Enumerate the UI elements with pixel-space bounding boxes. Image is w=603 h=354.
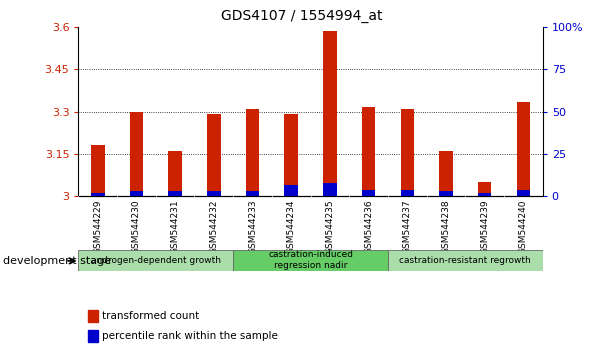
Text: GSM544231: GSM544231 [171,199,180,254]
Bar [87,310,98,322]
Bar [130,192,143,196]
Text: GSM544240: GSM544240 [519,199,528,253]
Bar [323,183,336,196]
Bar [439,151,453,196]
Bar [91,145,104,196]
Text: GSM544239: GSM544239 [480,199,489,254]
Text: GSM544237: GSM544237 [403,199,412,254]
Bar [285,184,298,196]
Bar [400,190,414,196]
Bar [168,151,182,196]
Bar [246,192,259,196]
Bar [517,102,530,196]
Bar [400,109,414,196]
Bar [517,190,530,196]
Bar [478,193,491,196]
Bar [207,114,221,196]
Text: GSM544232: GSM544232 [209,199,218,253]
Bar [168,192,182,196]
Bar [246,109,259,196]
Text: GSM544234: GSM544234 [286,199,295,253]
Text: GSM544233: GSM544233 [248,199,257,254]
Text: GSM544238: GSM544238 [441,199,450,254]
Bar [388,250,543,271]
Text: development stage: development stage [3,256,111,266]
Text: transformed count: transformed count [101,311,199,321]
Text: GSM544229: GSM544229 [93,199,103,253]
Bar [78,250,233,271]
Bar [439,192,453,196]
Bar [87,330,98,342]
Bar [362,107,375,196]
Bar [285,114,298,196]
Bar [91,193,104,196]
Bar [130,112,143,196]
Bar [362,190,375,196]
Text: GSM544236: GSM544236 [364,199,373,254]
Text: castration-induced
regression nadir: castration-induced regression nadir [268,251,353,270]
Bar [478,182,491,196]
Text: androgen-dependent growth: androgen-dependent growth [91,256,221,265]
Bar [233,250,388,271]
Bar [323,31,336,196]
Text: GSM544230: GSM544230 [132,199,141,254]
Text: GDS4107 / 1554994_at: GDS4107 / 1554994_at [221,9,382,23]
Text: GSM544235: GSM544235 [326,199,335,254]
Text: percentile rank within the sample: percentile rank within the sample [101,331,277,341]
Text: castration-resistant regrowth: castration-resistant regrowth [399,256,531,265]
Bar [207,192,221,196]
